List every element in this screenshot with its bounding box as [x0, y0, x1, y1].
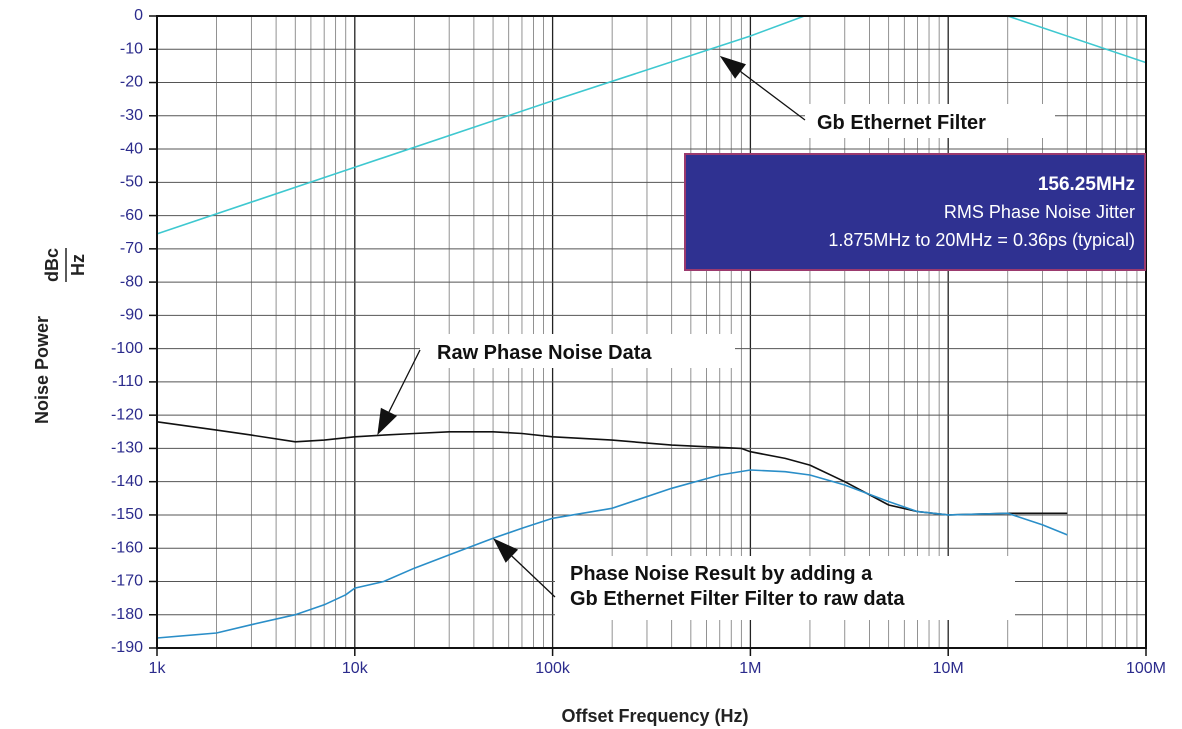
- y-axis-unit-numerator: dBc: [42, 248, 62, 282]
- info-box-line1: RMS Phase Noise Jitter: [944, 202, 1135, 222]
- annotation-leader-line: [511, 555, 556, 598]
- annotation-leader-line: [388, 349, 421, 413]
- y-axis-unit-denominator: Hz: [68, 254, 88, 276]
- x-axis-title-text: Offset Frequency (Hz): [561, 706, 748, 726]
- annotation-arrowhead: [493, 538, 519, 563]
- info-box-background: [684, 153, 1146, 271]
- annotation-arrowhead: [719, 55, 746, 79]
- y-tick-label: -140: [111, 473, 143, 490]
- y-tick-label: -10: [120, 40, 143, 57]
- info-box-title: 156.25MHz: [1038, 174, 1135, 195]
- y-tick-label: -60: [120, 207, 143, 224]
- x-axis-title: Offset Frequency (Hz): [561, 706, 748, 726]
- x-axis-ticks: 1k 10k 100k 1M 10M 100M: [149, 648, 1166, 677]
- x-tick-label: 1M: [739, 660, 761, 677]
- y-tick-label: -30: [120, 107, 143, 124]
- annotation-bg: [805, 104, 1055, 138]
- series-line-1: [156, 421, 1068, 516]
- annotation-phase-noise-result: Phase Noise Result by adding a Gb Ethern…: [493, 538, 1015, 620]
- y-axis-label: Noise Power dBc Hz: [32, 248, 88, 424]
- plot-frame: [156, 15, 1147, 649]
- y-tick-label: -90: [120, 307, 143, 324]
- annotation-arrowhead: [377, 407, 397, 436]
- y-tick-label: -130: [111, 440, 143, 457]
- x-tick-label: 1k: [149, 660, 167, 677]
- annotation-label: Raw Phase Noise Data: [437, 342, 652, 364]
- y-tick-label: -80: [120, 273, 143, 290]
- annotation-bg: [555, 556, 1015, 620]
- x-tick-label: 100M: [1126, 660, 1166, 677]
- annotation-leader-line: [740, 70, 806, 121]
- x-tick-label: 10k: [342, 660, 369, 677]
- y-axis-title: Noise Power: [32, 316, 52, 424]
- x-tick-label: 100k: [535, 660, 571, 677]
- info-box: 156.25MHz RMS Phase Noise Jitter 1.875MH…: [684, 153, 1146, 271]
- y-tick-label: 0: [134, 7, 143, 24]
- y-tick-label: -170: [111, 573, 143, 590]
- y-tick-label: -160: [111, 539, 143, 556]
- annotation-label-line1: Phase Noise Result by adding a: [570, 563, 873, 585]
- y-tick-label: -40: [120, 140, 143, 157]
- info-box-line2: 1.875MHz to 20MHz = 0.36ps (typical): [828, 230, 1135, 250]
- annotation-label: Gb Ethernet Filter: [817, 112, 986, 134]
- y-tick-label: -70: [120, 240, 143, 257]
- y-tick-label: -20: [120, 74, 143, 91]
- annotation-raw-phase-noise: Raw Phase Noise Data: [377, 334, 735, 436]
- x-axis-label: Offset Frequency (Hz): [561, 706, 748, 726]
- annotation-label-line2: Gb Ethernet Filter Filter to raw data: [570, 588, 905, 610]
- annotation-gb-ethernet-filter: Gb Ethernet Filter: [719, 55, 1055, 138]
- y-tick-label: -190: [111, 639, 143, 656]
- y-tick-label: -120: [111, 406, 143, 423]
- y-axis-ticks: 0 -10 -20 -30 -40 -50 -60 -70 -80 -90 -100 -110 -120…: [111, 7, 157, 656]
- annotation-bg: [420, 334, 735, 368]
- series-line-2: [156, 469, 1068, 639]
- y-tick-label: -110: [112, 373, 143, 390]
- y-tick-label: -180: [111, 606, 143, 623]
- y-tick-label: -150: [111, 506, 143, 523]
- y-tick-label: -50: [120, 174, 143, 191]
- x-tick-label: 10M: [933, 660, 964, 677]
- y-tick-label: -100: [111, 340, 143, 357]
- minor-grid: [216, 16, 1138, 648]
